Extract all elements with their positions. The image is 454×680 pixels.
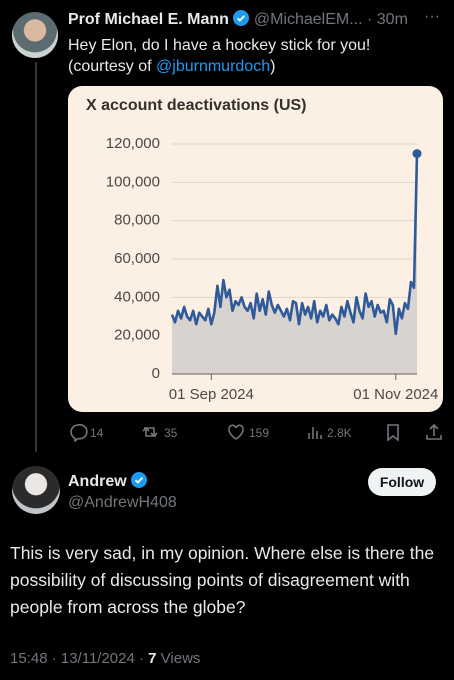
mention[interactable]: @jburnmurdoch: [156, 58, 271, 75]
y-tick-label: 80,000: [114, 212, 160, 229]
text: (courtesy of: [68, 58, 157, 75]
reply-count: 14: [90, 426, 104, 440]
y-tick-label: 40,000: [114, 288, 160, 305]
line: [170, 153, 419, 336]
share-icon[interactable]: [424, 422, 444, 442]
y-tick-label: 100,000: [106, 173, 160, 190]
reply-header: Andrew: [68, 472, 148, 491]
handle[interactable]: @MichaelEM...: [253, 11, 363, 28]
views-count: 7: [148, 650, 157, 667]
verified-badge: [131, 472, 148, 488]
reply-text: This is very sad, in my opinion. Where e…: [10, 543, 435, 617]
reply-icon[interactable]: [68, 422, 88, 442]
time[interactable]: · 30m: [367, 11, 408, 28]
timestamp-row: 15:48 · 13/11/2024 · 7 Views: [10, 650, 200, 667]
views-count: 2.8K: [327, 426, 352, 440]
author-name[interactable]: Andrew: [68, 473, 127, 490]
timestamp: 15:48 · 13/11/2024 ·: [10, 650, 149, 667]
y-tick-label: 60,000: [114, 250, 160, 267]
text: ): [270, 58, 276, 75]
more-button[interactable]: ···: [424, 8, 440, 25]
repost-count: 35: [164, 426, 178, 440]
y-tick-label: 20,000: [114, 327, 160, 344]
tweet-text: Hey Elon, do I have a hockey stick for y…: [68, 35, 370, 77]
views-label: Views: [156, 650, 201, 667]
y-tick-label: 120,000: [106, 135, 160, 152]
verified-badge: [233, 10, 250, 26]
y-tick-label: 0: [152, 365, 160, 382]
author-name[interactable]: Prof Michael E. Mann: [68, 11, 229, 28]
area: [172, 153, 417, 374]
views-icon[interactable]: [305, 422, 325, 442]
chart-title: X account deactivations (US): [86, 97, 307, 114]
repost-icon[interactable]: [140, 422, 160, 442]
chart: X account deactivations (US) 0 20,000 40,0…: [86, 97, 438, 403]
thread-line: [35, 62, 37, 452]
x-tick-label: 01 Sep 2024: [169, 386, 254, 403]
text-line: Hey Elon, do I have a hockey stick for y…: [68, 37, 371, 54]
x-tick-label: 01 Nov 2024: [353, 386, 438, 403]
bookmark-icon[interactable]: [383, 422, 403, 442]
follow-button[interactable]: Follow: [368, 468, 436, 496]
chart-card[interactable]: X account deactivations (US) 0 20,000 40,0…: [68, 86, 443, 412]
avatar[interactable]: [12, 466, 60, 514]
handle[interactable]: @AndrewH408: [68, 494, 177, 511]
like-icon[interactable]: [226, 422, 246, 442]
tweet-header: Prof Michael E. Mann @MichaelEM... · 30m: [68, 10, 408, 29]
end-point: [412, 149, 422, 159]
like-count: 159: [249, 426, 270, 440]
avatar[interactable]: [12, 12, 58, 58]
action-bar: 14 35 159 2.8K: [68, 422, 443, 442]
